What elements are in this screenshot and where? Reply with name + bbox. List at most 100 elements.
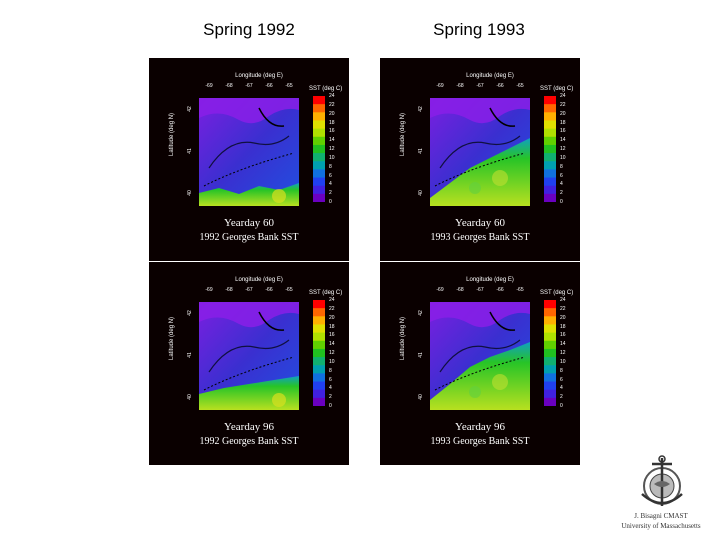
longitude-tick: -65 — [285, 287, 293, 293]
credit-name: J. Bisagni CMAST — [634, 512, 688, 520]
colorbar-tick: 14 — [329, 341, 335, 348]
latitude-tick: 42 — [417, 310, 424, 316]
panel-caption: 1992 Georges Bank SST — [199, 232, 299, 243]
colorbar-tick: 0 — [329, 199, 332, 205]
colorbar-tick: 8 — [560, 367, 563, 374]
colorbar-tick: 12 — [329, 350, 335, 356]
latitude-tick: 42 — [186, 310, 193, 316]
colorbar-tick: 20 — [560, 314, 566, 321]
latitude-tick: 41 — [417, 352, 424, 358]
longitude-tick: -68 — [225, 287, 233, 293]
latitude-tick: 41 — [186, 352, 193, 358]
longitude-tick: -66 — [496, 287, 504, 293]
colorbar-tick: 20 — [560, 110, 566, 117]
latitude-axis-label: Latitude (deg N) — [169, 112, 175, 156]
colorbar-tick: 22 — [560, 305, 566, 312]
colorbar-tick: 16 — [329, 128, 335, 135]
colorbar-tick: 18 — [560, 119, 566, 126]
colorbar-tick: 10 — [560, 358, 566, 365]
longitude-axis-label: Longitude (deg E) — [235, 277, 283, 283]
colorbar-label: SST (deg C) — [309, 86, 343, 92]
longitude-tick: -65 — [516, 83, 524, 89]
latitude-ticks: 42 41 40 — [418, 302, 428, 412]
latitude-ticks: 42 41 40 — [187, 98, 197, 208]
colorbar-tick: 12 — [560, 146, 566, 152]
yearday-label: Yearday 96 — [455, 421, 505, 433]
latitude-tick: 41 — [417, 148, 424, 154]
colorbar-tick: 10 — [329, 154, 335, 161]
colorbar-tick: 24 — [560, 297, 566, 303]
longitude-ticks: -69 -68 -67 -66 -65 — [430, 287, 530, 295]
colorbar-tick: 18 — [329, 323, 335, 330]
longitude-tick: -69 — [205, 83, 213, 89]
longitude-tick: -67 — [476, 83, 484, 89]
colorbar-tick: 20 — [329, 314, 335, 321]
latitude-tick: 41 — [186, 148, 193, 154]
sst-map — [199, 302, 299, 410]
colorbar-ticks: 24 22 20 18 16 14 12 10 8 6 4 2 0 — [560, 297, 580, 409]
colorbar-tick: 22 — [329, 305, 335, 312]
yearday-label: Yearday 60 — [224, 217, 274, 229]
colorbar-tick: 24 — [329, 297, 335, 303]
sst-panel-1992-day60: Longitude (deg E) -69 -68 -67 -66 -65 Latitude… — [149, 58, 349, 261]
panel-caption: 1993 Georges Bank SST — [430, 232, 530, 243]
sst-map — [430, 302, 530, 410]
longitude-tick: -68 — [225, 83, 233, 89]
colorbar-tick: 24 — [329, 93, 335, 99]
longitude-tick: -69 — [205, 287, 213, 293]
colorbar-tick: 18 — [329, 119, 335, 126]
colorbar-tick: 18 — [560, 323, 566, 330]
colorbar-tick: 8 — [329, 367, 332, 374]
sst-panel-1992-day96: Longitude (deg E) -69 -68 -67 -66 -65 Latitude… — [149, 262, 349, 465]
longitude-axis-label: Longitude (deg E) — [235, 73, 283, 79]
longitude-ticks: -69 -68 -67 -66 -65 — [199, 287, 299, 295]
longitude-tick: -69 — [436, 83, 444, 89]
sst-panel-1993-day60: Longitude (deg E) -69 -68 -67 -66 -65 Latitude… — [380, 58, 580, 261]
sst-colorbar — [313, 96, 325, 202]
latitude-tick: 40 — [186, 190, 193, 196]
sst-map — [430, 98, 530, 206]
colorbar-tick: 16 — [329, 332, 335, 339]
latitude-tick: 42 — [417, 106, 424, 112]
latitude-axis-label: Latitude (deg N) — [400, 316, 406, 360]
colorbar-tick: 6 — [560, 376, 563, 383]
colorbar-tick: 20 — [329, 110, 335, 117]
colorbar-tick: 14 — [560, 137, 566, 144]
colorbar-tick: 24 — [560, 93, 566, 99]
latitude-tick: 40 — [417, 190, 424, 196]
latitude-axis-label: Latitude (deg N) — [400, 112, 406, 156]
sst-map — [199, 98, 299, 206]
yearday-label: Yearday 96 — [224, 421, 274, 433]
longitude-tick: -68 — [456, 287, 464, 293]
cmast-anchor-logo — [641, 455, 683, 506]
latitude-ticks: 42 41 40 — [418, 98, 428, 208]
colorbar-tick: 2 — [560, 394, 563, 401]
colorbar-ticks: 24 22 20 18 16 14 12 10 8 6 4 2 0 — [329, 93, 349, 205]
colorbar-label: SST (deg C) — [540, 86, 574, 92]
longitude-tick: -69 — [436, 287, 444, 293]
colorbar-tick: 2 — [560, 190, 563, 197]
colorbar-tick: 12 — [329, 146, 335, 152]
colorbar-tick: 0 — [329, 403, 332, 409]
colorbar-tick: 4 — [329, 385, 332, 392]
colorbar-tick: 14 — [560, 341, 566, 348]
colorbar-tick: 8 — [329, 163, 332, 170]
sst-colorbar — [313, 300, 325, 406]
yearday-label: Yearday 60 — [455, 217, 505, 229]
panel-caption: 1992 Georges Bank SST — [199, 436, 299, 447]
sst-colorbar — [544, 300, 556, 406]
column-title-1993: Spring 1993 — [433, 20, 525, 39]
colorbar-tick: 16 — [560, 332, 566, 339]
colorbar-tick: 0 — [560, 403, 563, 409]
colorbar-tick: 8 — [560, 163, 563, 170]
longitude-tick: -65 — [516, 287, 524, 293]
colorbar-tick: 4 — [560, 385, 563, 392]
colorbar-tick: 4 — [329, 181, 332, 188]
colorbar-tick: 14 — [329, 137, 335, 144]
latitude-tick: 40 — [186, 394, 193, 400]
latitude-tick: 40 — [417, 394, 424, 400]
longitude-tick: -68 — [456, 83, 464, 89]
longitude-ticks: -69 -68 -67 -66 -65 — [430, 83, 530, 91]
credit-affiliation: University of Massachusetts — [621, 522, 701, 530]
longitude-tick: -67 — [245, 83, 253, 89]
